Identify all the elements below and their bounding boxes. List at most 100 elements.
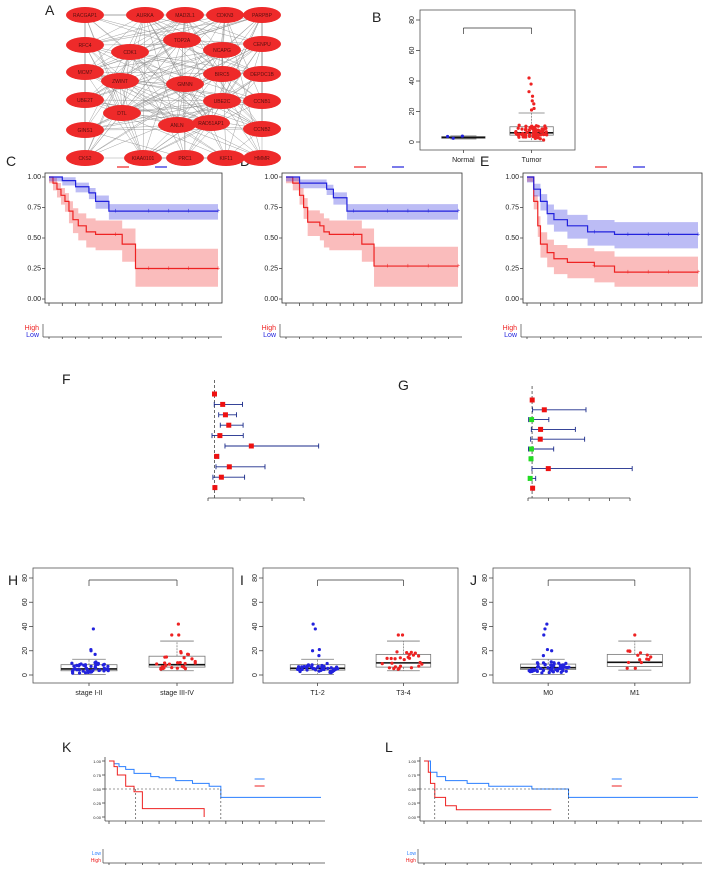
data-point [182, 656, 186, 660]
box [606, 653, 663, 667]
data-point [398, 656, 402, 660]
data-point [543, 627, 547, 631]
survival-curve-high [109, 760, 205, 817]
hazard-ratio-marker [222, 412, 228, 418]
node-label: DEPDC1B [250, 72, 274, 78]
hazard-ratio-marker [545, 466, 551, 472]
confidence-band [286, 177, 458, 287]
node-label: CENPU [253, 42, 271, 48]
data-point [534, 136, 538, 140]
y-tick-label: 0 [22, 673, 29, 677]
data-point [417, 664, 421, 668]
data-point [311, 622, 315, 626]
data-point [177, 633, 181, 637]
y-tick-label: 60 [482, 598, 489, 606]
y-tick-label: 1.00 [27, 174, 41, 181]
data-point [385, 656, 389, 661]
node-label: UBE2T [77, 98, 93, 104]
network-node [101, 73, 139, 89]
censor-mark: + [696, 231, 700, 238]
data-point [633, 666, 637, 670]
data-point [310, 649, 315, 653]
data-point [520, 127, 524, 131]
data-point [638, 651, 643, 655]
y-tick-label: 0.50 [505, 235, 519, 242]
data-point [190, 657, 194, 661]
risk-group-label: High [406, 858, 417, 864]
data-point [302, 664, 306, 669]
hazard-ratio-marker [528, 446, 534, 452]
y-tick-label: 20 [22, 647, 29, 655]
hazard-ratio-marker [537, 436, 543, 442]
data-point [86, 670, 90, 675]
data-point [77, 664, 81, 668]
panel-label-C: C [6, 153, 16, 169]
data-point [554, 667, 558, 671]
data-point [305, 664, 309, 668]
network-node [206, 7, 244, 23]
y-tick-label: 0 [409, 140, 416, 144]
data-point [524, 124, 528, 128]
y-tick-label: 0.75 [27, 205, 41, 212]
data-point [557, 667, 561, 671]
confidence-band [49, 177, 218, 287]
data-point [531, 131, 535, 136]
data-point [542, 138, 546, 142]
network-edge [84, 44, 144, 159]
data-point [310, 665, 314, 669]
data-point [530, 99, 534, 103]
panel-label-J: J [470, 572, 477, 588]
y-tick-label: 20 [409, 108, 416, 116]
y-tick-label: 40 [482, 623, 489, 631]
censor-mark: + [646, 231, 650, 238]
censor-mark: + [456, 208, 460, 215]
data-point [557, 661, 561, 665]
hazard-ratio-marker [528, 456, 534, 462]
y-tick-label: 0 [482, 673, 489, 677]
data-point [559, 670, 563, 675]
data-point [541, 668, 545, 673]
node-label: PARPBP [252, 13, 273, 19]
data-point [638, 658, 642, 662]
network-edge [84, 80, 121, 159]
data-point [517, 123, 521, 127]
data-point [625, 666, 629, 670]
y-tick-label: 0.00 [27, 296, 41, 303]
data-point [546, 666, 550, 670]
network-node [243, 93, 281, 109]
data-point [626, 660, 631, 665]
censor-mark: + [406, 263, 410, 270]
network-node [203, 42, 241, 58]
data-point [81, 669, 85, 673]
network-edge [84, 100, 223, 131]
risk-group-label: Low [26, 332, 40, 339]
network-node [163, 32, 201, 48]
censor-mark: + [406, 208, 410, 215]
censor-mark: + [626, 231, 630, 238]
y-tick-label: 0.25 [93, 801, 102, 806]
network-edge [121, 14, 226, 114]
data-point [541, 661, 546, 665]
network-node [158, 117, 196, 133]
data-point [418, 660, 422, 665]
data-point [527, 128, 532, 132]
data-point [538, 133, 543, 137]
node-label: ZWINT [112, 79, 128, 85]
network-edge [119, 80, 263, 130]
data-point [649, 655, 653, 659]
network-edge [119, 80, 212, 124]
y-tick-label: 0.75 [264, 205, 278, 212]
data-point [300, 667, 304, 672]
panel-label-A: A [45, 2, 55, 18]
data-point [409, 650, 413, 654]
confidence-band [527, 177, 698, 287]
data-point [529, 108, 534, 112]
network-node [203, 66, 241, 82]
data-point [550, 649, 554, 653]
data-point [409, 666, 414, 670]
node-label: MAD2L1 [175, 13, 195, 19]
x-tick-label: Normal [452, 157, 475, 164]
box [375, 653, 432, 668]
node-label: AURKA [136, 13, 154, 19]
x-tick-label: stage III-IV [160, 690, 194, 697]
